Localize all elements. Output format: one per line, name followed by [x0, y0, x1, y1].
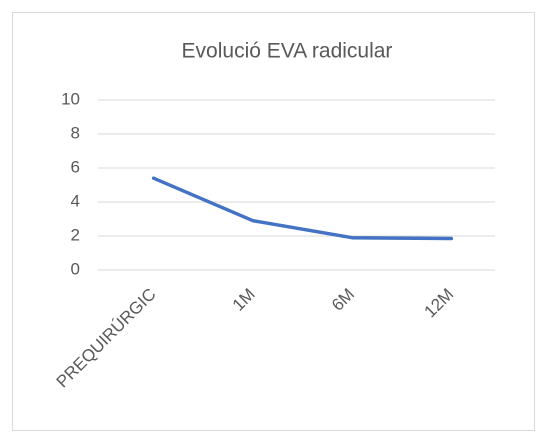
chart-title: Evolució EVA radicular [182, 40, 393, 63]
y-tick-label: 0 [71, 259, 80, 278]
series-line [151, 176, 454, 241]
y-tick-label: 2 [71, 225, 80, 244]
chart-frame [12, 12, 535, 431]
y-tick-label: 8 [71, 123, 80, 142]
y-tick-label: 4 [71, 191, 80, 210]
y-tick-label: 6 [71, 157, 80, 176]
y-tick-label: 10 [61, 89, 80, 108]
